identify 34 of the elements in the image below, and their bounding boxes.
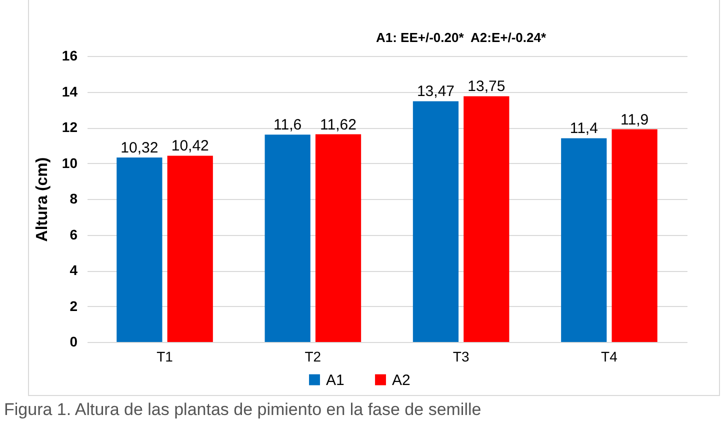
bar <box>412 101 459 342</box>
y-tick-label: 4 <box>70 262 78 278</box>
bar <box>464 96 510 342</box>
bar <box>315 134 362 342</box>
text: Figura 1. Altura de las plantas de pimiento en la fase de semille <box>4 400 482 420</box>
y-tick-label: 14 <box>62 83 78 100</box>
y-tick-label: 2 <box>70 298 78 314</box>
bar <box>116 158 162 342</box>
bar <box>167 156 213 342</box>
y-tick-label: 16 <box>62 48 78 64</box>
bar <box>612 129 658 342</box>
y-tick-label: 12 <box>62 119 78 135</box>
legend-label: A1 <box>326 372 344 389</box>
bar <box>561 138 607 342</box>
x-tick-label: T4 <box>601 348 618 364</box>
data-label: 10,32 <box>120 140 158 157</box>
data-label: 13,75 <box>468 78 506 96</box>
y-tick-label: 10 <box>62 154 78 171</box>
data-label: 10,42 <box>171 138 209 155</box>
data-label: 11,62 <box>320 116 356 134</box>
text: A1: EE+/-0.20* A2:E+/-0.24* <box>376 30 546 45</box>
y-tick-label: 8 <box>70 190 78 206</box>
legend-label: A2 <box>392 372 410 389</box>
data-label: 13,47 <box>416 83 455 100</box>
bar <box>264 134 310 342</box>
data-label: 11,6 <box>274 116 302 134</box>
y-tick-label: 6 <box>70 226 78 242</box>
x-tick-label: T2 <box>304 348 322 364</box>
data-label: 11,9 <box>620 111 649 128</box>
x-tick-label: T1 <box>156 348 174 364</box>
y-tick-label: 0 <box>70 334 78 350</box>
y-axis-title: Altura (cm) <box>34 157 51 242</box>
x-tick-label: T3 <box>452 348 470 364</box>
data-label: 11,4 <box>570 120 598 138</box>
